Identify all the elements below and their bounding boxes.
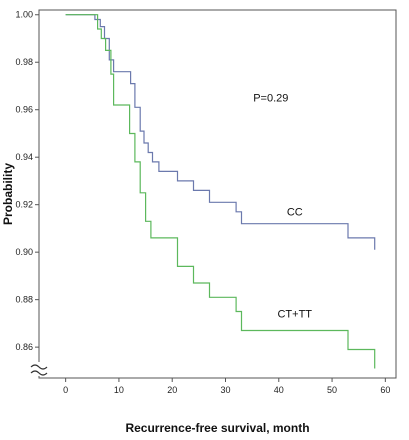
y-tick-label: 0.86 [15,342,33,352]
x-tick-label: 50 [327,385,337,395]
x-tick-label: 0 [63,385,68,395]
tick-labels: 0 10 20 30 40 50 60 1.00 0.98 0.96 0.94 0.92 0.90 0.8… [15,10,390,395]
plot-frame [38,9,397,379]
series-line-ct-tt [65,14,376,369]
annotations: P=0.29 [253,92,288,104]
y-tick-label: 0.94 [15,152,33,162]
y-tick-label: 0.90 [15,247,33,257]
p-value-annotation: P=0.29 [253,92,288,104]
axis-break-wave-lower [30,370,48,376]
axis-break-icon [30,362,48,376]
y-tick-label: 0.92 [15,200,33,210]
survival-curves [65,14,376,369]
y-tick-label: 1.00 [15,10,33,20]
y-tick-label: 0.98 [15,57,33,67]
series-label-cc: CC [287,206,303,218]
x-tick-label: 40 [274,385,284,395]
y-tick-label: 0.96 [15,105,33,115]
x-axis-label: Recurrence-free survival, month [125,421,309,435]
plot-area [38,9,397,379]
axis-break-wave-upper [30,364,48,370]
x-tick-label: 30 [220,385,230,395]
x-tick-label: 10 [114,385,124,395]
x-tick-label: 20 [167,385,177,395]
y-tick-label: 0.88 [15,295,33,305]
y-axis-label: Probability [1,163,15,225]
axes [35,14,386,382]
series-label-ct-tt: CT+TT [277,308,312,320]
series-labels: CC CT+TT [277,206,312,320]
x-tick-label: 60 [380,385,390,395]
